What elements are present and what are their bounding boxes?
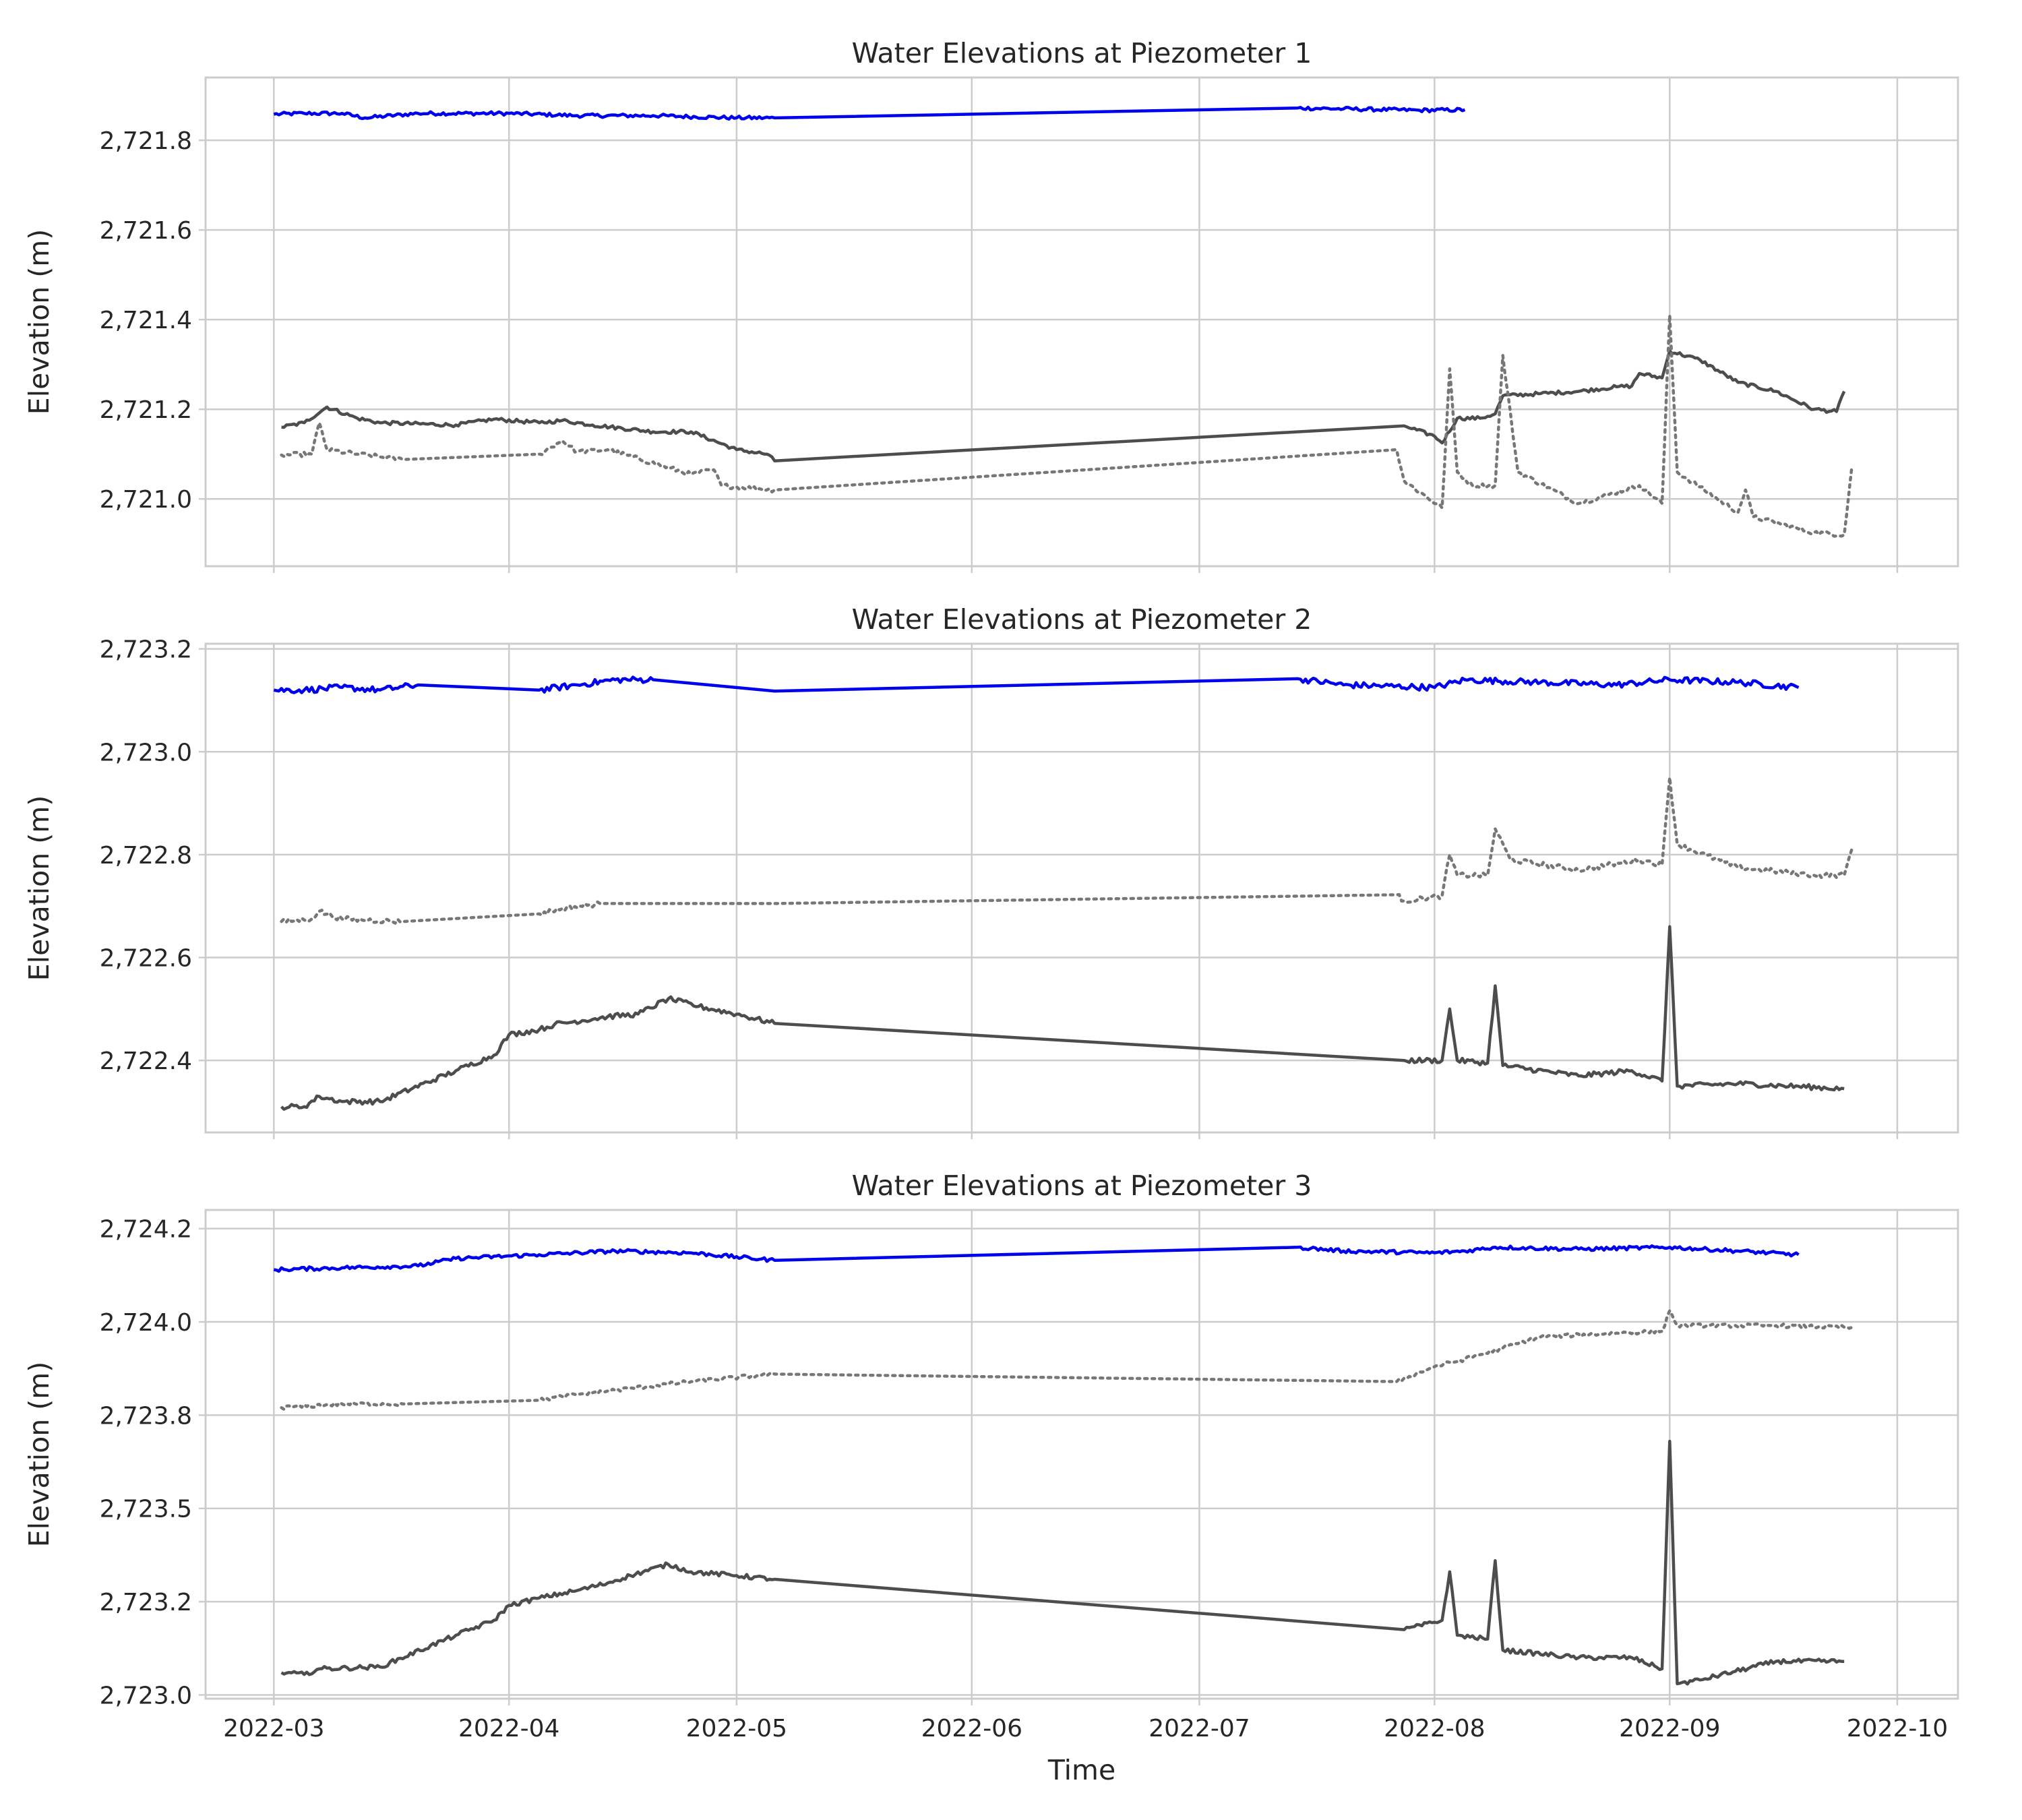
- series-line-gray: [280, 1309, 1854, 1411]
- y-tick-label: 2,724.0: [100, 1309, 192, 1337]
- x-tick-label: 2022-07: [1148, 1715, 1250, 1742]
- subplot-title: Water Elevations at Piezometer 1: [852, 37, 1312, 69]
- x-tick-label: 2022-09: [1619, 1715, 1720, 1742]
- y-tick-label: 2,721.6: [100, 217, 192, 245]
- y-tick-label: 2,721.2: [100, 396, 192, 424]
- y-tick-label: 2,724.2: [100, 1216, 192, 1244]
- y-tick-label: 2,722.8: [100, 842, 192, 870]
- y-tick-label: 2,723.5: [100, 1496, 192, 1523]
- subplot-frame: [204, 76, 1959, 568]
- x-tick-label: 2022-05: [686, 1715, 787, 1742]
- series-line-gray: [280, 313, 1854, 538]
- subplot-frame: [204, 1209, 1959, 1700]
- y-tick-label: 2,722.6: [100, 945, 192, 973]
- x-tick-label: 2022-06: [921, 1715, 1022, 1742]
- y-tick-label: 2,723.0: [100, 739, 192, 766]
- x-axis-label: Time: [1047, 1754, 1115, 1786]
- subplot-frame: [204, 642, 1959, 1134]
- series-line-blue: [273, 105, 1466, 121]
- y-tick-label: 2,723.2: [100, 1589, 192, 1616]
- y-tick-label: 2,723.0: [100, 1682, 192, 1709]
- subplot-title: Water Elevations at Piezometer 3: [852, 1170, 1312, 1202]
- series-line-blue: [273, 675, 1800, 694]
- series-line-dark: [281, 349, 1846, 462]
- series-line-gray: [280, 776, 1854, 925]
- series-line-blue: [273, 1244, 1800, 1273]
- y-axis-label: Elevation (m): [23, 1362, 55, 1547]
- y-tick-label: 2,721.8: [100, 127, 192, 155]
- y-axis-label: Elevation (m): [23, 229, 55, 415]
- subplot-piezometer-2: 2,722.4 2,722.6 2,722.8 2,723.0 2,723.2 Wate…: [23, 603, 1959, 1139]
- x-tick-label: 2022-04: [458, 1715, 559, 1742]
- y-tick-label: 2,722.4: [100, 1048, 192, 1075]
- subplot-piezometer-3: 2,723.0 2,723.2 2,723.5 2,723.8 2,724.0 2,724…: [23, 1170, 1959, 1786]
- series-line-dark: [280, 1439, 1845, 1686]
- y-tick-label: 2,721.4: [100, 307, 192, 334]
- subplot-piezometer-1: 2,721.0 2,721.2 2,721.4 2,721.6 2,721.8 Wate…: [23, 37, 1959, 573]
- y-tick-label: 2,723.2: [100, 636, 192, 664]
- x-tick-label: 2022-03: [223, 1715, 324, 1742]
- series-line-dark: [280, 925, 1845, 1111]
- subplot-title: Water Elevations at Piezometer 2: [852, 603, 1312, 636]
- x-tick-label: 2022-08: [1384, 1715, 1485, 1742]
- y-axis-label: Elevation (m): [23, 795, 55, 981]
- x-tick-label: 2022-10: [1847, 1715, 1948, 1742]
- y-tick-label: 2,723.8: [100, 1402, 192, 1430]
- y-tick-label: 2,721.0: [100, 486, 192, 514]
